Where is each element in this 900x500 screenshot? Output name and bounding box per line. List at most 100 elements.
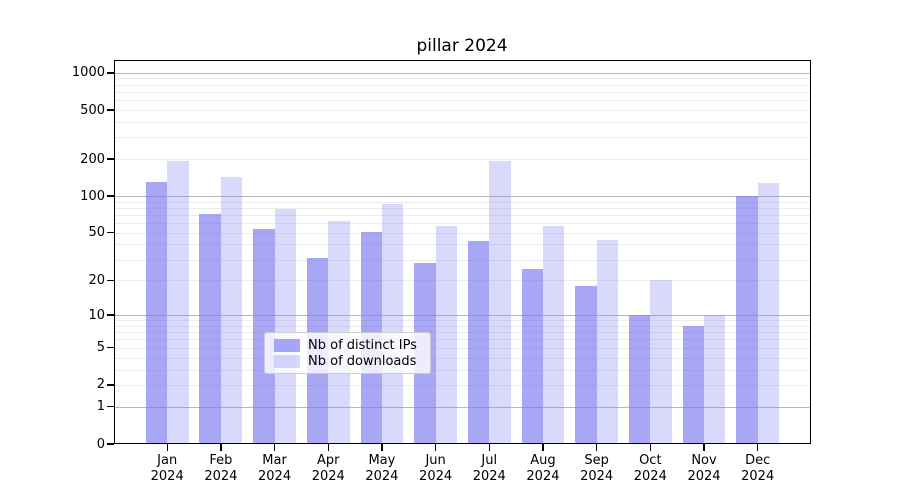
legend-label-downloads: Nb of downloads (308, 353, 417, 369)
bar-downloads-oct (650, 280, 672, 444)
y-axis-tick-label: 10 (88, 307, 105, 323)
minor-gridline (114, 84, 811, 86)
x-axis-tick-mark (381, 444, 383, 451)
x-axis-tick-label-apr: Apr 2024 (311, 453, 345, 484)
legend: Nb of distinct IPs Nb of downloads (264, 332, 431, 374)
minor-gridline (114, 214, 811, 216)
x-axis-tick-mark (542, 444, 544, 451)
minor-gridline (114, 91, 811, 93)
bar-downloads-jul (489, 161, 511, 444)
y-axis-tick-label: 100 (80, 188, 105, 204)
y-axis-tick-mark (107, 232, 114, 234)
minor-gridline (114, 159, 811, 161)
x-axis-tick-label-jun: Jun 2024 (419, 453, 453, 484)
minor-gridline (114, 232, 811, 234)
x-axis-tick-label-mar: Mar 2024 (258, 453, 292, 484)
y-axis-tick-label: 50 (88, 225, 105, 241)
bar-distinct-ips-dec (736, 196, 758, 444)
bars-layer (114, 60, 811, 444)
y-axis-tick-mark (107, 347, 114, 349)
minor-gridline (114, 207, 811, 209)
minor-gridline (114, 325, 811, 327)
x-axis-tick-label-aug: Aug 2024 (526, 453, 560, 484)
bar-downloads-sep (596, 239, 619, 444)
legend-swatch-distinct-ips-icon (274, 338, 300, 352)
minor-gridline (114, 78, 811, 80)
y-axis-tick-mark (107, 109, 114, 111)
x-axis-tick-mark (756, 444, 759, 451)
bar-distinct-ips-feb (199, 213, 221, 444)
minor-gridline (114, 347, 811, 349)
chart-title: pillar 2024 (416, 36, 508, 56)
y-axis-tick-label: 500 (80, 102, 105, 118)
x-axis-tick-mark (220, 444, 222, 451)
minor-gridline (114, 110, 811, 111)
x-axis-tick-mark (273, 444, 276, 451)
legend-item-downloads: Nb of downloads (274, 354, 422, 368)
minor-gridline (114, 280, 811, 282)
y-axis-tick-mark (107, 158, 114, 160)
bar-distinct-ips-aug (521, 268, 543, 444)
x-axis-tick-label-nov: Nov 2024 (687, 453, 721, 484)
major-gridline (114, 406, 811, 408)
x-axis-tick-mark (703, 444, 705, 451)
x-axis-tick-label-oct: Oct 2024 (633, 453, 667, 484)
minor-gridline (114, 100, 811, 102)
minor-gridline (114, 369, 811, 371)
x-axis-tick-label-jul: Jul 2024 (472, 453, 506, 484)
x-axis-tick-mark (488, 444, 490, 451)
legend-label-distinct-ips: Nb of distinct IPs (308, 337, 417, 353)
x-axis-tick-label-feb: Feb 2024 (204, 453, 238, 484)
x-axis-tick-mark (649, 444, 651, 451)
minor-gridline (114, 259, 811, 261)
major-gridline (114, 315, 811, 317)
y-axis-tick-mark (107, 314, 114, 316)
y-axis-tick-label: 1000 (71, 65, 105, 81)
bar-distinct-ips-mar (253, 228, 275, 444)
x-axis-tick-mark (595, 444, 598, 451)
bar-downloads-jun (435, 225, 457, 444)
gridlines-layer (114, 60, 811, 444)
minor-gridline (114, 223, 811, 225)
bar-distinct-ips-oct (628, 315, 651, 444)
minor-gridline (114, 357, 811, 359)
minor-gridline (114, 137, 811, 139)
bar-distinct-ips-nov (682, 325, 704, 444)
x-axis-tick-label-sep: Sep 2024 (580, 453, 614, 484)
bar-downloads-dec (757, 182, 780, 444)
major-gridline (114, 196, 811, 198)
x-axis-tick-label-dec: Dec 2024 (741, 453, 775, 484)
y-axis-tick-label: 5 (96, 340, 105, 356)
bar-downloads-may (381, 204, 404, 444)
y-axis-tick-mark (107, 279, 114, 282)
y-axis-tick-mark (107, 195, 114, 197)
minor-gridline (114, 339, 811, 341)
minor-gridline (114, 320, 811, 322)
bar-distinct-ips-sep (575, 285, 597, 444)
y-axis-tick-mark (107, 443, 114, 445)
y-axis-tick-label: 20 (88, 272, 105, 288)
x-axis-tick-label-jan: Jan 2024 (150, 453, 184, 484)
x-axis-tick-mark (166, 444, 168, 451)
bar-downloads-feb (220, 177, 243, 444)
bar-downloads-mar (274, 208, 296, 444)
minor-gridline (114, 121, 811, 123)
bar-downloads-aug (542, 225, 565, 444)
legend-item-distinct-ips: Nb of distinct IPs (274, 338, 422, 352)
y-axis-tick-label: 200 (80, 151, 105, 167)
minor-gridline (114, 244, 811, 246)
x-axis-tick-label-may: May 2024 (365, 453, 399, 484)
bar-distinct-ips-jan (145, 182, 168, 444)
bar-distinct-ips-jul (467, 240, 490, 444)
y-axis-tick-label: 1 (96, 399, 105, 415)
y-axis-tick-label: 0 (96, 436, 105, 452)
legend-swatch-downloads-icon (274, 354, 300, 368)
minor-gridline (114, 384, 811, 386)
bar-downloads-jan (167, 161, 189, 444)
y-axis-tick-mark (107, 406, 114, 408)
y-axis-tick-mark (107, 72, 114, 74)
y-axis-tick-mark (107, 384, 114, 386)
bar-downloads-nov (704, 315, 726, 444)
x-axis-tick-mark (327, 444, 329, 451)
